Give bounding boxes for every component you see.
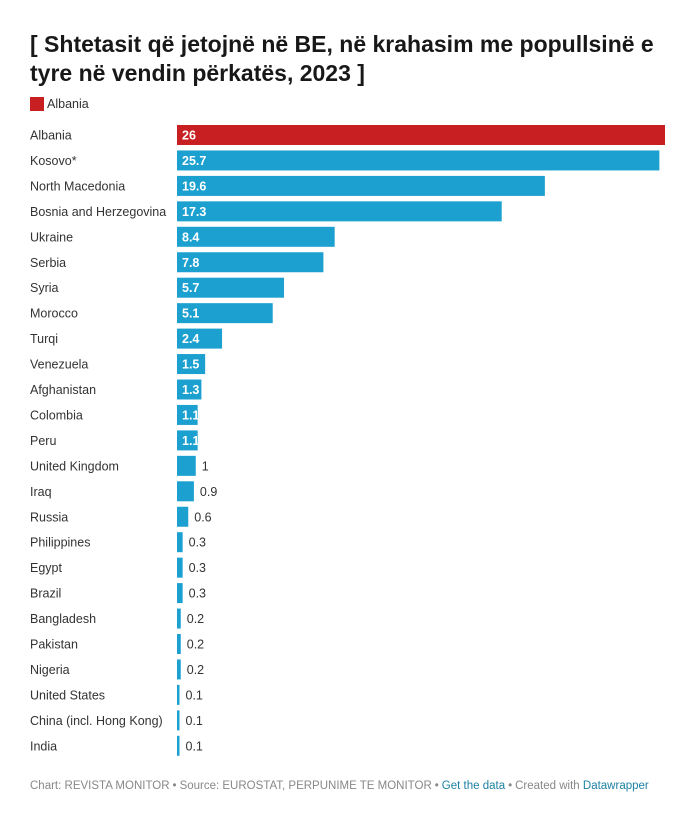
chart-title: [ Shtetasit që jetojnë në BE, në krahasi… <box>30 31 654 86</box>
footer-chart-credit: Chart: REVISTA MONITOR <box>30 780 170 792</box>
bar-north-macedonia[interactable] <box>177 175 545 196</box>
value-label-iraq: 0.9 <box>200 485 217 499</box>
bar-iraq[interactable] <box>177 481 194 502</box>
category-label-afghanistan: Afghanistan <box>30 383 96 397</box>
legend: Albania <box>30 96 89 112</box>
bar-china-incl-hong-kong[interactable] <box>177 710 180 731</box>
legend-label-albania: Albania <box>47 97 89 111</box>
bar-united-states[interactable] <box>177 684 180 705</box>
category-label-kosovo: Kosovo* <box>30 154 77 168</box>
category-label-bosnia-and-herzegovina: Bosnia and Herzegovina <box>30 205 166 219</box>
value-label-kosovo: 25.7 <box>182 154 206 168</box>
bar-syria[interactable] <box>177 277 284 298</box>
value-label-north-macedonia: 19.6 <box>182 179 206 193</box>
bar-kosovo[interactable] <box>177 150 660 171</box>
bar-chart: Albania 26 Kosovo* 25.7 North Macedonia 19.6 B… <box>30 125 665 756</box>
chart-footer: Chart: REVISTA MONITOR • Source: EUROSTAT,… <box>30 780 649 792</box>
footer-source: Source: EUROSTAT, PERPUNIME TE MONITOR <box>179 780 432 792</box>
bar-india[interactable] <box>177 735 180 756</box>
bar-brazil[interactable] <box>177 583 183 604</box>
datawrapper-link[interactable]: Datawrapper <box>582 780 649 792</box>
bar-morocco[interactable] <box>177 303 273 324</box>
bar-egypt[interactable] <box>177 557 183 578</box>
bar-united-kingdom[interactable] <box>177 455 196 476</box>
category-label-philippines: Philippines <box>30 536 90 550</box>
category-label-pakistan: Pakistan <box>30 638 78 652</box>
value-label-egypt: 0.3 <box>189 561 206 575</box>
category-label-united-states: United States <box>30 688 105 702</box>
value-label-united-kingdom: 1 <box>202 459 209 473</box>
value-label-turqi: 2.4 <box>182 332 199 346</box>
value-label-russia: 0.6 <box>194 510 211 524</box>
value-label-syria: 5.7 <box>182 281 199 295</box>
value-label-india: 0.1 <box>186 739 203 753</box>
category-label-colombia: Colombia <box>30 408 83 422</box>
category-label-north-macedonia: North Macedonia <box>30 179 125 193</box>
value-label-bangladesh: 0.2 <box>187 612 204 626</box>
category-label-bangladesh: Bangladesh <box>30 612 96 626</box>
value-label-afghanistan: 1.3 <box>182 383 199 397</box>
bar-venezuela[interactable] <box>177 354 206 375</box>
bar-peru[interactable] <box>177 430 198 451</box>
value-label-albania: 26 <box>182 129 196 143</box>
value-label-philippines: 0.3 <box>189 536 206 550</box>
category-label-albania: Albania <box>30 129 72 143</box>
category-label-peru: Peru <box>30 434 56 448</box>
value-label-peru: 1.1 <box>182 434 199 448</box>
bar-philippines[interactable] <box>177 532 183 553</box>
bar-russia[interactable] <box>177 506 189 527</box>
bar-bangladesh[interactable] <box>177 608 181 629</box>
category-label-united-kingdom: United Kingdom <box>30 459 119 473</box>
bar-ukraine[interactable] <box>177 226 335 247</box>
bar-albania[interactable] <box>177 125 665 145</box>
category-label-venezuela: Venezuela <box>30 358 88 372</box>
value-label-pakistan: 0.2 <box>187 638 204 652</box>
category-label-russia: Russia <box>30 510 68 524</box>
value-label-morocco: 5.1 <box>182 307 199 321</box>
category-label-china-incl-hong-kong: China (incl. Hong Kong) <box>30 714 163 728</box>
value-label-ukraine: 8.4 <box>182 230 199 244</box>
value-label-colombia: 1.1 <box>182 408 199 422</box>
category-label-turqi: Turqi <box>30 332 58 346</box>
category-label-india: India <box>30 739 57 753</box>
bar-colombia[interactable] <box>177 404 198 425</box>
bar-nigeria[interactable] <box>177 659 181 680</box>
category-label-syria: Syria <box>30 281 59 295</box>
category-label-nigeria: Nigeria <box>30 663 70 677</box>
value-label-china-incl-hong-kong: 0.1 <box>186 714 203 728</box>
bar-bosnia-and-herzegovina[interactable] <box>177 201 502 222</box>
bar-turqi[interactable] <box>177 328 223 349</box>
category-label-brazil: Brazil <box>30 587 61 601</box>
value-label-bosnia-and-herzegovina: 17.3 <box>182 205 206 219</box>
value-label-serbia: 7.8 <box>182 256 199 270</box>
value-label-nigeria: 0.2 <box>187 663 204 677</box>
bar-pakistan[interactable] <box>177 634 181 654</box>
value-label-united-states: 0.1 <box>186 688 203 702</box>
legend-swatch-albania <box>30 97 44 111</box>
category-label-iraq: Iraq <box>30 485 52 499</box>
bar-serbia[interactable] <box>177 252 324 273</box>
value-label-brazil: 0.3 <box>189 587 206 601</box>
footer-created-with: Created with <box>515 780 580 792</box>
get-the-data-link[interactable]: Get the data <box>441 780 506 792</box>
value-label-venezuela: 1.5 <box>182 358 199 372</box>
category-label-morocco: Morocco <box>30 307 78 321</box>
category-label-ukraine: Ukraine <box>30 230 73 244</box>
bar-afghanistan[interactable] <box>177 379 202 400</box>
category-label-egypt: Egypt <box>30 561 62 575</box>
category-label-serbia: Serbia <box>30 256 66 270</box>
